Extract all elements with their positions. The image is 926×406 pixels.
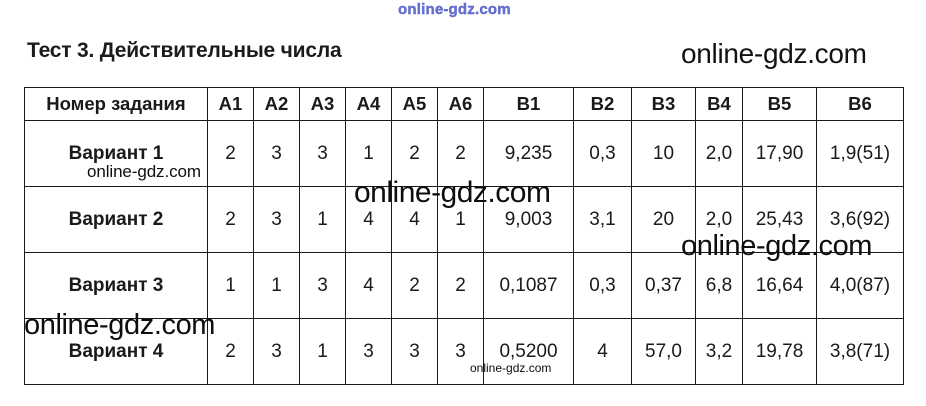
table-header-a1: A1 [207,87,254,121]
answers-table-container: Номер задания A1 A2 A3 A4 A5 A6 B1 B2 B3… [24,87,904,385]
cell-v3-b3: 0,37 [631,252,696,319]
table-header-b5: B5 [742,87,817,121]
cell-v1-a4: 1 [345,120,392,187]
table-header-row-label: Номер задания [24,87,208,121]
watermark-header-right: online-gdz.com [681,38,867,69]
table-body: Вариант 1 2 3 3 1 2 2 9,235 0,3 10 2,0 1… [24,120,904,385]
table-header: Номер задания A1 A2 A3 A4 A5 A6 B1 B2 B3… [24,87,904,121]
row-label-variant-4: Вариант 4 [24,318,208,385]
cell-v4-b2: 4 [573,318,632,385]
table-header-b2: B2 [573,87,632,121]
cell-v3-b4: 6,8 [695,252,743,319]
table-row: Вариант 1 2 3 3 1 2 2 9,235 0,3 10 2,0 1… [24,120,904,187]
cell-v2-a1: 2 [207,186,254,253]
watermark-row4-left: online-gdz.com [24,309,216,341]
cell-v2-a2: 3 [253,186,300,253]
cell-v3-b5: 16,64 [742,252,817,319]
page-title: Тест 3. Действительные числа [27,39,342,62]
table-header-a6: A6 [437,87,484,121]
table-row: Вариант 4 2 3 1 3 3 3 0,5200 4 57,0 3,2 … [24,318,904,385]
cell-v3-a2: 1 [253,252,300,319]
cell-v2-b2: 3,1 [573,186,632,253]
cell-v2-b6: 3,6(92) [816,186,904,253]
cell-v4-a3: 1 [299,318,346,385]
cell-v3-a3: 3 [299,252,346,319]
cell-v3-a4: 4 [345,252,392,319]
table-header-a4: A4 [345,87,392,121]
table-row: Вариант 2 2 3 1 4 4 1 9,003 3,1 20 2,0 2… [24,186,904,253]
cell-v3-b6: 4,0(87) [816,252,904,319]
cell-v3-a5: 2 [391,252,438,319]
cell-v3-b1: 0,1087 [483,252,574,319]
table-header-b1: B1 [483,87,574,121]
table-header-a5: A5 [391,87,438,121]
cell-v2-b3: 20 [631,186,696,253]
cell-v3-b2: 0,3 [573,252,632,319]
cell-v4-a1: 2 [207,318,254,385]
cell-v4-b1: 0,5200 [483,318,574,385]
watermark-row1-left: online-gdz.com [87,162,201,181]
table-header-a3: A3 [299,87,346,121]
cell-v4-b3: 57,0 [631,318,696,385]
cell-v4-b4: 3,2 [695,318,743,385]
cell-v2-b4: 2,0 [695,186,743,253]
cell-v1-b1: 9,235 [483,120,574,187]
table-header-b6: B6 [816,87,904,121]
row-label-variant-3: Вариант 3 [24,252,208,319]
watermark-row2-right: online-gdz.com [681,230,873,262]
cell-v4-a4: 3 [345,318,392,385]
watermark-center-large: online-gdz.com [354,176,551,209]
cell-v4-a2: 3 [253,318,300,385]
table-header-b4: B4 [695,87,743,121]
cell-v1-b4: 2,0 [695,120,743,187]
cell-v4-b6: 3,8(71) [816,318,904,385]
cell-v1-a3: 3 [299,120,346,187]
row-label-variant-1: Вариант 1 [24,120,208,187]
row-label-variant-2: Вариант 2 [24,186,208,253]
table-header-row: Номер задания A1 A2 A3 A4 A5 A6 B1 B2 B3… [24,87,904,121]
table-row: Вариант 3 1 1 3 4 2 2 0,1087 0,3 0,37 6,… [24,252,904,319]
answers-table: Номер задания A1 A2 A3 A4 A5 A6 B1 B2 B3… [24,87,904,385]
cell-v2-b1: 9,003 [483,186,574,253]
table-header-b3: B3 [631,87,696,121]
cell-v1-a1: 2 [207,120,254,187]
watermark-top-blue: online-gdz.com [398,1,511,18]
cell-v1-b6: 1,9(51) [816,120,904,187]
cell-v4-a5: 3 [391,318,438,385]
cell-v2-a3: 1 [299,186,346,253]
cell-v1-b2: 0,3 [573,120,632,187]
cell-v1-a2: 3 [253,120,300,187]
cell-v2-b5: 25,43 [742,186,817,253]
watermark-row4-small: online-gdz.com [470,361,552,375]
cell-v4-b5: 19,78 [742,318,817,385]
cell-v3-a6: 2 [437,252,484,319]
cell-v1-b5: 17,90 [742,120,817,187]
cell-v1-b3: 10 [631,120,696,187]
table-header-a2: A2 [253,87,300,121]
